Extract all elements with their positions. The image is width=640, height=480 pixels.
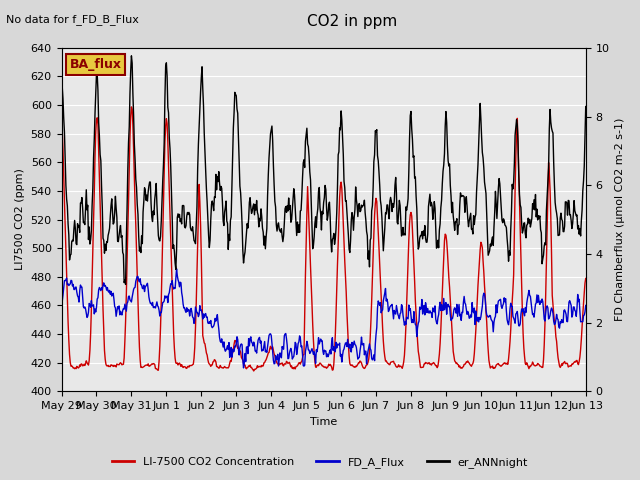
Text: CO2 in ppm: CO2 in ppm xyxy=(307,14,397,29)
Y-axis label: FD Chamberflux (μmol CO2 m-2 s-1): FD Chamberflux (μmol CO2 m-2 s-1) xyxy=(615,118,625,321)
X-axis label: Time: Time xyxy=(310,417,337,427)
Text: BA_flux: BA_flux xyxy=(69,58,122,71)
Legend: LI-7500 CO2 Concentration, FD_A_Flux, er_ANNnight: LI-7500 CO2 Concentration, FD_A_Flux, er… xyxy=(108,452,532,472)
Text: No data for f_FD_B_Flux: No data for f_FD_B_Flux xyxy=(6,14,140,25)
Y-axis label: LI7500 CO2 (ppm): LI7500 CO2 (ppm) xyxy=(15,168,25,271)
